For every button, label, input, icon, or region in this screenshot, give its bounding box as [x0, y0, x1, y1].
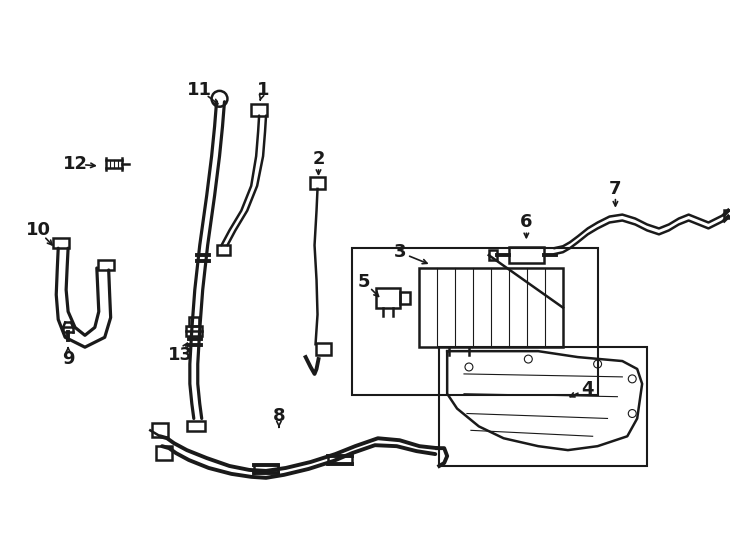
Text: 8: 8	[272, 408, 286, 426]
Text: 6: 6	[520, 213, 533, 232]
Text: 13: 13	[167, 346, 192, 364]
Bar	[189, 316, 199, 326]
Bar	[352, 248, 597, 395]
Bar	[419, 268, 563, 347]
Bar	[509, 247, 544, 263]
Text: 5: 5	[357, 273, 370, 291]
Text: 10: 10	[26, 221, 51, 239]
Text: 9: 9	[62, 350, 74, 368]
Text: 12: 12	[62, 155, 87, 173]
Bar	[186, 326, 202, 336]
Bar	[489, 250, 497, 260]
Text: 3: 3	[393, 243, 406, 261]
Bar	[399, 292, 410, 303]
Text: 7: 7	[609, 180, 622, 198]
Text: 4: 4	[581, 380, 594, 398]
Bar	[376, 288, 399, 308]
Text: 1: 1	[257, 81, 269, 99]
Text: 11: 11	[187, 81, 212, 99]
Text: 2: 2	[312, 150, 324, 168]
Bar	[439, 347, 647, 466]
